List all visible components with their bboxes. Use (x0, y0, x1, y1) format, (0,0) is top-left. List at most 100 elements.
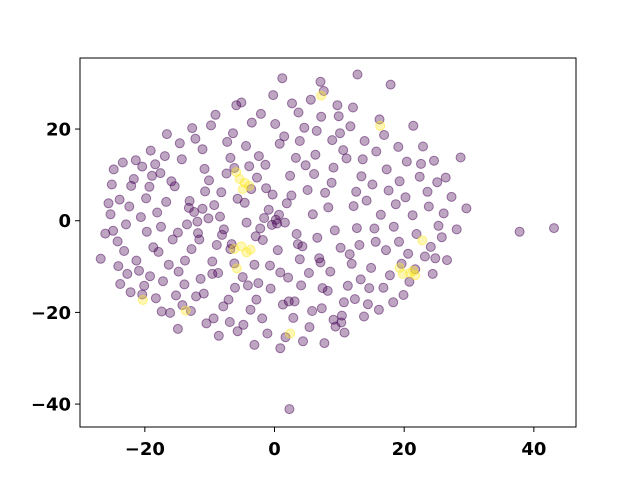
scatter-point-class-0 (266, 219, 277, 230)
scatter-point-class-0 (455, 152, 466, 163)
scatter-point-class-0 (192, 216, 203, 227)
scatter-point-class-0 (356, 171, 367, 182)
scatter-point-class-0 (225, 152, 236, 163)
scatter-point-class-0 (378, 282, 389, 293)
scatter-point-class-0 (141, 226, 152, 237)
scatter-point-class-0 (198, 288, 209, 299)
scatter-point-class-0 (249, 259, 260, 270)
y-tick-label: −20 (31, 303, 71, 324)
scatter-point-class-0 (355, 274, 366, 285)
scatter-point-class-0 (416, 158, 426, 169)
scatter-point-class-0 (329, 225, 340, 236)
scatter-point-class-0 (394, 176, 405, 187)
scatter-point-class-0 (272, 245, 283, 256)
x-tick-label: 20 (392, 439, 417, 460)
scatter-point-class-0 (311, 125, 322, 136)
scatter-point-class-0 (124, 201, 135, 212)
scatter-point-class-0 (407, 210, 418, 221)
scatter-point-class-0 (263, 204, 274, 215)
scatter-point-class-0 (348, 102, 358, 113)
scatter-point-class-0 (408, 120, 419, 131)
scatter-point-class-0 (139, 280, 150, 291)
scatter-point-class-0 (303, 268, 314, 278)
scatter-point-class-0 (147, 170, 157, 181)
scatter-point-class-0 (275, 267, 286, 278)
scatter-point-class-0 (216, 187, 227, 198)
scatter-point-class-0 (322, 285, 333, 296)
scatter-point-class-0 (328, 162, 339, 173)
scatter-point-class-0 (176, 154, 187, 165)
scatter-point-class-0 (285, 170, 296, 181)
scatter-point-class-0 (115, 279, 126, 289)
scatter-point-class-0 (357, 154, 368, 165)
scatter-point-class-0 (231, 100, 242, 111)
scatter-point-class-0 (283, 272, 294, 283)
scatter-point-class-0 (300, 160, 311, 171)
scatter-point-class-0 (228, 128, 238, 139)
scatter-point-class-0 (388, 221, 399, 232)
scatter-point-class-0 (253, 151, 264, 162)
scatter-point-class-0 (177, 300, 188, 311)
scatter-point-class-0 (237, 272, 248, 283)
scatter-point-class-0 (288, 312, 299, 323)
scatter-point-class-0 (249, 339, 260, 350)
scatter-point-class-0 (193, 228, 203, 239)
scatter-point-class-0 (152, 207, 163, 218)
scatter-point-class-0 (418, 141, 428, 152)
scatter-point-class-0 (514, 226, 525, 237)
scatter-point-class-0 (218, 301, 229, 312)
scatter-point-class-0 (189, 207, 200, 217)
scatter-point-class-0 (279, 217, 290, 228)
scatter-point-class-0 (153, 246, 164, 257)
scatter-point-class-0 (317, 283, 328, 294)
scatter-point-class-0 (174, 138, 185, 149)
scatter-point-class-0 (185, 306, 196, 316)
scatter-point-class-0 (432, 177, 443, 188)
scatter-point-class-0 (267, 189, 278, 200)
scatter-point-class-0 (335, 242, 346, 253)
scatter-point-class-0 (270, 214, 281, 225)
scatter-point-class-0 (290, 152, 301, 163)
scatter-point-class-0 (156, 221, 166, 232)
scatter-point-class-0 (335, 128, 345, 139)
scatter-point-class-0 (390, 199, 401, 210)
scatter-point-class-0 (119, 246, 130, 256)
scatter-point-class-0 (294, 254, 305, 265)
scatter-point-class-0 (197, 203, 208, 214)
scatter-point-class-0 (385, 79, 396, 90)
scatter-point-class-1 (180, 305, 191, 316)
scatter-point-class-0 (161, 196, 172, 207)
scatter-point-class-0 (165, 307, 176, 318)
scatter-point-class-0 (284, 404, 295, 415)
scatter-point-class-0 (348, 201, 359, 212)
scatter-point-class-0 (325, 266, 336, 277)
scatter-point-class-0 (199, 163, 210, 174)
scatter-point-class-0 (401, 156, 412, 167)
scatter-point-class-0 (265, 283, 276, 294)
x-tick-label: −20 (125, 439, 165, 460)
scatter-point-class-0 (299, 122, 310, 133)
scatter-point-class-0 (172, 227, 183, 238)
scatter-point-class-0 (422, 186, 433, 197)
scatter-point-class-0 (163, 259, 174, 270)
scatter-point-class-0 (333, 111, 344, 122)
scatter-point-class-0 (137, 161, 148, 172)
scatter-point-class-0 (135, 212, 146, 223)
scatter-point-class-0 (244, 161, 255, 172)
scatter-point-class-0 (218, 224, 229, 235)
scatter-point-class-0 (371, 146, 382, 157)
scatter-point-class-1 (408, 265, 419, 276)
scatter-point-class-0 (286, 190, 297, 201)
scatter-point-class-0 (294, 136, 305, 146)
scatter-point-class-0 (141, 193, 152, 204)
scatter-point-class-0 (394, 236, 404, 247)
y-tick-label: 20 (46, 120, 71, 141)
scatter-point-class-0 (213, 268, 224, 278)
x-tick-label: 0 (268, 439, 281, 460)
scatter-point-class-0 (429, 155, 439, 166)
scatter-point-class-0 (297, 241, 308, 252)
scatter-point-class-0 (274, 138, 285, 149)
scatter-point-class-0 (425, 241, 436, 252)
scatter-point-class-0 (326, 177, 337, 188)
scatter-point-class-0 (211, 240, 222, 250)
